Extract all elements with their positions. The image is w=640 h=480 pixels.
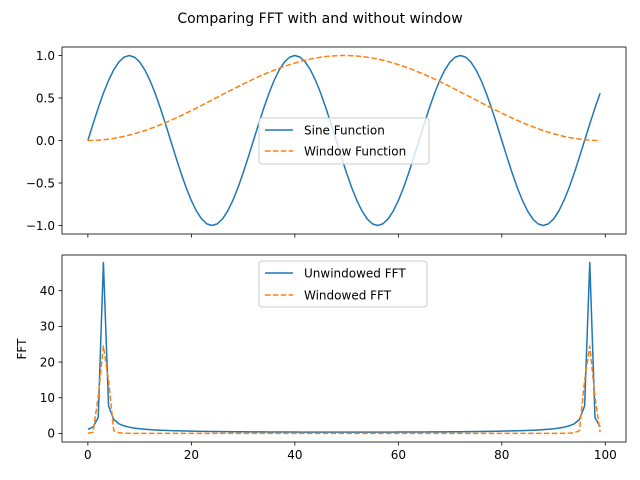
series-line-window — [87, 54, 601, 142]
bottom-axes-frame — [61, 254, 627, 443]
legend-label-window: Window Function — [304, 145, 406, 159]
series-line-windowed-fft — [87, 345, 601, 435]
top-axes: −1.0 −0.5 0.0 0.5 1.0 Sine Function Window F… — [26, 46, 627, 238]
x-tick-label: 20 — [184, 448, 199, 462]
y-tick-label: 10 — [40, 391, 55, 405]
y-tick-label: 1.0 — [36, 49, 55, 63]
bottom-legend: Unwindowed FFT Windowed FFT — [258, 260, 428, 308]
y-tick-label: 20 — [40, 355, 55, 369]
top-axes-frame — [61, 46, 627, 235]
y-tick-label: 0.5 — [36, 91, 55, 105]
x-tick-label: 0 — [84, 448, 92, 462]
x-tick-label: 100 — [594, 448, 617, 462]
x-tick-label: 60 — [391, 448, 406, 462]
figure-title: Comparing FFT with and without window — [177, 11, 462, 27]
bottom-y-axis-label: FFT — [15, 338, 29, 360]
top-legend: Sine Function Window Function — [258, 117, 430, 165]
y-tick-label: 0.0 — [36, 134, 55, 148]
legend-label-sine: Sine Function — [304, 124, 385, 138]
legend-label-windowed: Windowed FFT — [304, 289, 392, 303]
series-line-sine — [87, 54, 601, 227]
x-tick-label: 80 — [494, 448, 509, 462]
y-tick-label: 30 — [40, 320, 55, 334]
y-tick-label: 0 — [47, 427, 55, 441]
top-legend-box — [258, 117, 430, 165]
x-tick-label: 40 — [287, 448, 302, 462]
y-tick-label: 40 — [40, 284, 55, 298]
legend-label-unwindowed: Unwindowed FFT — [304, 267, 406, 281]
series-line-unwindowed-fft — [87, 261, 601, 433]
y-tick-label: −0.5 — [26, 176, 55, 190]
bottom-axes: 0 20 40 60 80 100 0 10 20 30 40 FFT Unwindowed FFT… — [15, 254, 627, 462]
y-tick-label: −1.0 — [26, 219, 55, 233]
bottom-legend-box — [258, 260, 428, 308]
